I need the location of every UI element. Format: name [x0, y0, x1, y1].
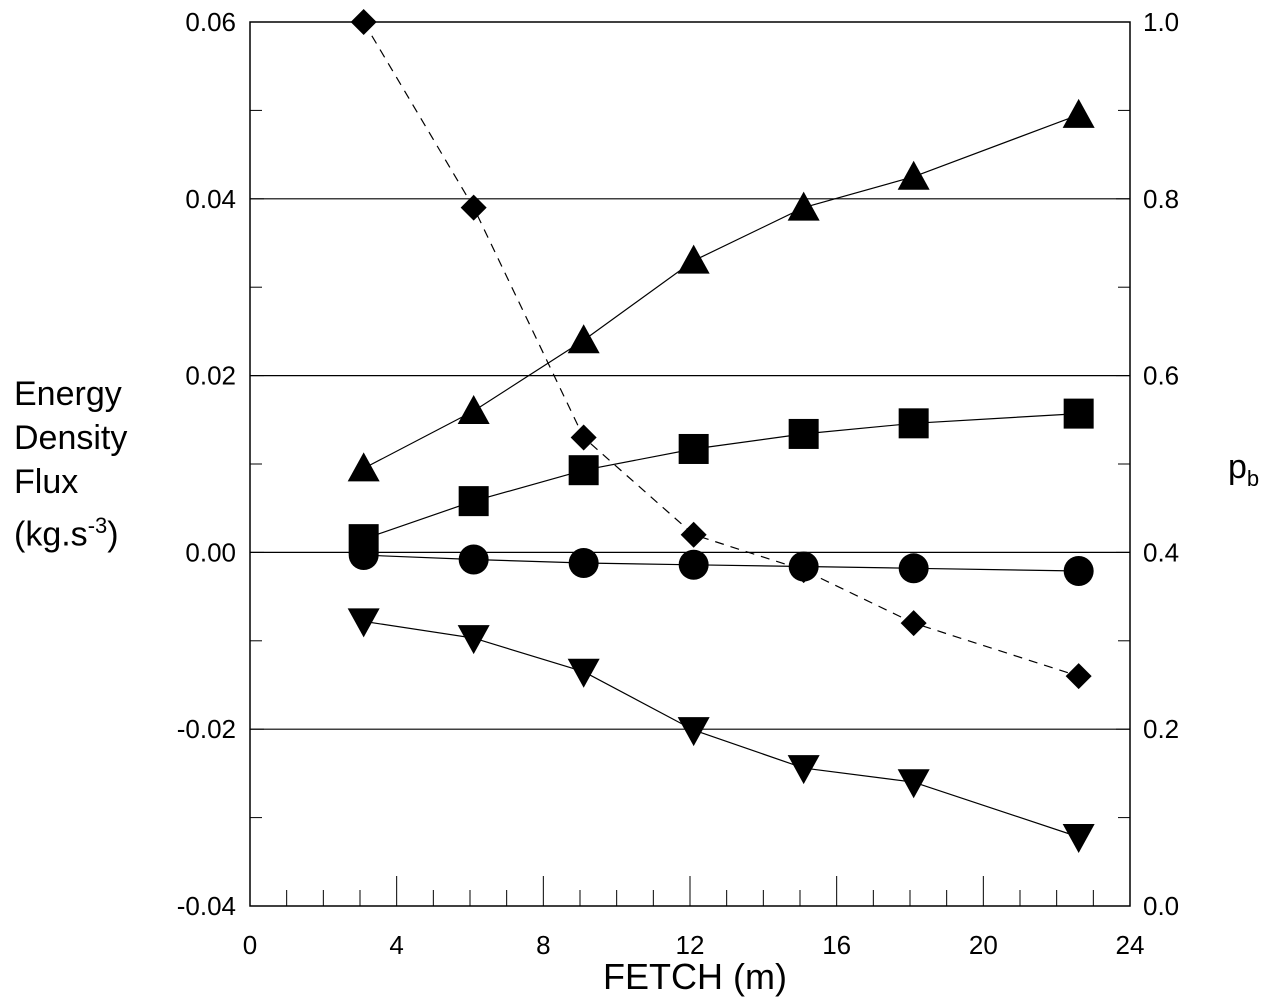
right-tick-label: 0.0 — [1143, 891, 1179, 921]
right-axis-label: pb — [1228, 448, 1260, 491]
x-tick-label: 0 — [243, 930, 257, 960]
triangle-down-marker — [347, 608, 380, 638]
right-tick-label: 0.8 — [1143, 184, 1179, 214]
x-tick-label: 8 — [536, 930, 550, 960]
x-tick-label: 16 — [822, 930, 851, 960]
triangle-up-marker — [897, 160, 930, 190]
diamond-marker — [790, 557, 817, 584]
circle-marker — [458, 544, 489, 575]
left-tick-label: 0.00 — [185, 537, 236, 567]
diamond-marker — [1065, 663, 1092, 690]
diamond-series-line — [363, 21, 1079, 677]
x-axis-label: FETCH (m) — [603, 956, 787, 997]
left-tick-label: -0.04 — [177, 891, 236, 921]
left-axis-label-unit: (kg.s-3) — [14, 513, 119, 554]
triangle-up-marker — [347, 452, 380, 482]
triangle-up-marker — [567, 324, 600, 354]
left-tick-label: 0.04 — [185, 184, 236, 214]
circle-marker — [898, 553, 929, 584]
right-tick-label: 0.6 — [1143, 361, 1179, 391]
circle-marker — [568, 548, 599, 579]
left-axis-label-line-2: Density — [14, 419, 128, 457]
square-marker — [458, 486, 489, 517]
diamond-marker — [680, 521, 707, 548]
square-marker — [898, 408, 929, 439]
left-tick-label: 0.02 — [185, 361, 236, 391]
x-tick-label: 24 — [1116, 930, 1145, 960]
diamond-marker — [350, 9, 377, 35]
left-axis-label-line-1: Energy — [14, 375, 122, 413]
square-marker — [568, 455, 599, 486]
left-axis-label: Energy Density Flux (kg.s-3) — [14, 372, 127, 556]
triangle-down-marker — [787, 755, 820, 785]
square-series-line — [363, 413, 1079, 540]
triangle-down-marker — [677, 717, 710, 747]
triangle-up-marker — [1062, 98, 1095, 128]
circle-marker — [348, 540, 379, 571]
right-tick-label: 0.2 — [1143, 714, 1179, 744]
left-tick-label: 0.06 — [185, 7, 236, 37]
left-tick-label: -0.02 — [177, 714, 236, 744]
diamond-marker — [460, 194, 487, 221]
triangle-down-marker — [457, 625, 490, 655]
diamond-marker — [900, 610, 927, 637]
x-tick-label: 20 — [969, 930, 998, 960]
left-axis-label-line-3: Flux — [14, 463, 79, 501]
triangle-up-marker — [457, 394, 490, 424]
triangle-down-marker — [1062, 824, 1095, 854]
square-marker — [788, 418, 819, 449]
x-tick-label: 12 — [676, 930, 705, 960]
triangle-down-marker — [897, 769, 930, 799]
plot-frame — [249, 21, 1131, 907]
triangle-down-marker — [567, 658, 600, 688]
square-marker — [678, 433, 709, 464]
triangle-up-marker — [677, 244, 710, 274]
right-tick-label: 0.4 — [1143, 537, 1179, 567]
square-marker — [1063, 398, 1094, 429]
right-tick-label: 1.0 — [1143, 7, 1179, 37]
circle-marker — [678, 549, 709, 580]
circle-marker — [1063, 555, 1094, 586]
triangle-up-marker — [787, 191, 820, 221]
x-tick-label: 4 — [389, 930, 403, 960]
diamond-marker — [570, 424, 597, 451]
